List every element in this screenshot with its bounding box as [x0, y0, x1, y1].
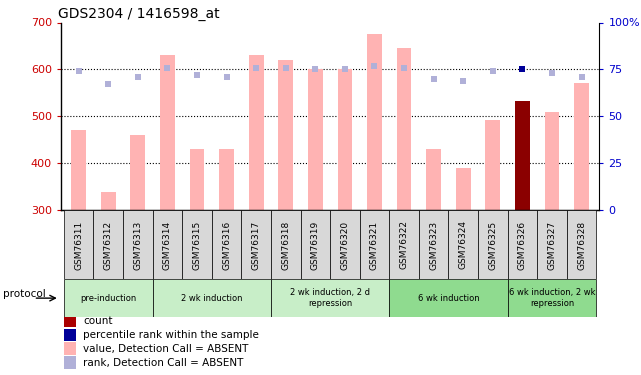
Bar: [123, 210, 153, 279]
Bar: [212, 210, 242, 279]
Text: GSM76312: GSM76312: [104, 220, 113, 270]
Text: count: count: [83, 316, 113, 326]
Text: GSM76323: GSM76323: [429, 220, 438, 270]
Text: 2 wk induction, 2 d
repression: 2 wk induction, 2 d repression: [290, 288, 370, 308]
Text: pre-induction: pre-induction: [80, 294, 137, 303]
Bar: [545, 112, 560, 210]
Bar: [478, 210, 508, 279]
Bar: [397, 48, 412, 210]
Bar: [360, 210, 389, 279]
Bar: [389, 210, 419, 279]
Bar: [485, 120, 500, 210]
Bar: [153, 210, 182, 279]
Text: percentile rank within the sample: percentile rank within the sample: [83, 330, 259, 340]
Bar: [508, 279, 596, 317]
Bar: [219, 149, 234, 210]
Bar: [182, 210, 212, 279]
Bar: [190, 149, 204, 210]
Bar: [278, 60, 293, 210]
Text: GSM76322: GSM76322: [399, 220, 408, 269]
Bar: [64, 356, 76, 369]
Text: value, Detection Call = ABSENT: value, Detection Call = ABSENT: [83, 344, 249, 354]
Bar: [271, 210, 301, 279]
Text: GSM76328: GSM76328: [577, 220, 586, 270]
Bar: [515, 101, 530, 210]
Bar: [301, 210, 330, 279]
Text: rank, Detection Call = ABSENT: rank, Detection Call = ABSENT: [83, 358, 244, 368]
Text: GSM76326: GSM76326: [518, 220, 527, 270]
Text: protocol: protocol: [3, 290, 46, 299]
Bar: [64, 315, 76, 327]
Bar: [389, 279, 508, 317]
Text: GSM76316: GSM76316: [222, 220, 231, 270]
Text: GSM76325: GSM76325: [488, 220, 497, 270]
Bar: [330, 210, 360, 279]
Bar: [64, 328, 76, 341]
Text: GSM76317: GSM76317: [252, 220, 261, 270]
Text: GSM76321: GSM76321: [370, 220, 379, 270]
Bar: [574, 84, 589, 210]
Bar: [160, 56, 175, 210]
Bar: [567, 210, 596, 279]
Bar: [153, 279, 271, 317]
Bar: [426, 149, 441, 210]
Text: 6 wk induction: 6 wk induction: [418, 294, 479, 303]
Bar: [537, 210, 567, 279]
Bar: [64, 342, 76, 355]
Text: GSM76319: GSM76319: [311, 220, 320, 270]
Text: 2 wk induction: 2 wk induction: [181, 294, 242, 303]
Bar: [242, 210, 271, 279]
Text: GSM76327: GSM76327: [547, 220, 556, 270]
Bar: [130, 135, 146, 210]
Bar: [94, 210, 123, 279]
Text: GSM76318: GSM76318: [281, 220, 290, 270]
Bar: [71, 130, 86, 210]
Bar: [449, 210, 478, 279]
Bar: [456, 168, 470, 210]
Text: 6 wk induction, 2 wk
repression: 6 wk induction, 2 wk repression: [509, 288, 595, 308]
Text: GSM76324: GSM76324: [459, 220, 468, 269]
Text: GSM76313: GSM76313: [133, 220, 142, 270]
Bar: [64, 279, 153, 317]
Bar: [249, 56, 263, 210]
Bar: [64, 210, 94, 279]
Text: GSM76320: GSM76320: [340, 220, 349, 270]
Bar: [367, 34, 382, 210]
Text: GSM76311: GSM76311: [74, 220, 83, 270]
Text: GDS2304 / 1416598_at: GDS2304 / 1416598_at: [58, 8, 220, 21]
Text: GSM76315: GSM76315: [192, 220, 201, 270]
Bar: [308, 69, 322, 210]
Bar: [271, 279, 389, 317]
Bar: [101, 192, 115, 210]
Bar: [338, 69, 353, 210]
Bar: [508, 210, 537, 279]
Text: GSM76314: GSM76314: [163, 220, 172, 270]
Bar: [419, 210, 449, 279]
